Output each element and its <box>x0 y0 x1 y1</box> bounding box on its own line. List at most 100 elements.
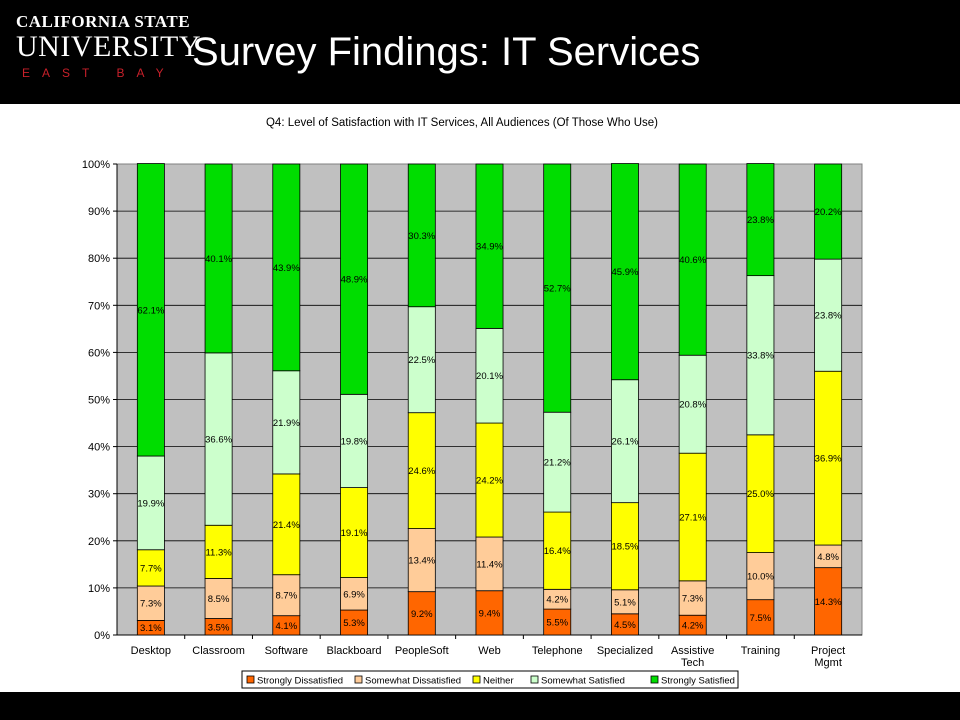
y-tick-label: 60% <box>88 347 110 359</box>
data-label: 33.8% <box>747 351 774 362</box>
legend-swatch <box>354 675 363 684</box>
y-tick-label: 20% <box>88 536 110 548</box>
data-label: 19.1% <box>341 528 368 539</box>
legend-swatch <box>246 675 255 684</box>
data-label: 45.9% <box>611 267 638 278</box>
data-label: 16.4% <box>544 546 571 557</box>
data-label: 5.1% <box>614 597 636 608</box>
y-tick-label: 90% <box>88 206 110 218</box>
legend-label: Somewhat Satisfied <box>541 676 625 687</box>
bar-segment <box>814 258 843 372</box>
bar-segment <box>678 580 707 616</box>
data-label: 19.9% <box>137 498 164 509</box>
bar-segment <box>746 434 775 553</box>
bar-segment <box>204 352 233 526</box>
logo-line-3: EAST BAY <box>22 66 176 80</box>
legend-swatch <box>650 675 659 684</box>
data-label: 4.1% <box>275 621 297 632</box>
legend-label: Strongly Dissatisfied <box>257 676 343 687</box>
data-label: 24.6% <box>408 466 435 477</box>
y-tick-label: 10% <box>88 583 110 595</box>
legend-label: Neither <box>483 676 514 687</box>
data-label: 9.4% <box>479 608 501 619</box>
x-tick-label: Tech <box>681 657 704 669</box>
data-label: 10.0% <box>747 572 774 583</box>
bar-segment <box>407 306 436 414</box>
data-label: 24.2% <box>476 476 503 487</box>
data-label: 52.7% <box>544 284 571 295</box>
bar-segment <box>678 452 707 582</box>
bar-segment <box>204 524 233 579</box>
data-label: 36.6% <box>205 435 232 446</box>
data-label: 36.9% <box>815 454 842 465</box>
data-label: 7.3% <box>682 594 704 605</box>
data-label: 3.1% <box>140 623 162 634</box>
data-label: 3.5% <box>208 622 230 633</box>
bar-segment <box>340 609 368 636</box>
chart-title: Q4: Level of Satisfaction with IT Servic… <box>266 117 658 129</box>
data-label: 40.1% <box>205 254 232 265</box>
bar-segment <box>136 163 165 457</box>
chart-panel: Q4: Level of Satisfaction with IT Servic… <box>0 104 960 692</box>
bar-segment <box>543 411 572 513</box>
data-label: 11.3% <box>205 547 232 558</box>
data-label: 43.9% <box>273 263 300 274</box>
y-tick-label: 50% <box>88 395 110 407</box>
data-label: 6.9% <box>343 589 365 600</box>
data-label: 7.7% <box>140 563 162 574</box>
legend-label: Strongly Satisfied <box>661 676 735 687</box>
data-label: 7.3% <box>140 599 162 610</box>
bar-segment <box>407 528 436 593</box>
legend-swatch <box>472 675 481 684</box>
stacked-bar-chart: Q4: Level of Satisfaction with IT Servic… <box>82 117 863 689</box>
data-label: 34.9% <box>476 242 503 253</box>
y-tick-label: 100% <box>82 159 110 171</box>
data-label: 4.2% <box>682 621 704 632</box>
x-tick-label: Training <box>741 645 780 657</box>
x-tick-label: Mgmt <box>814 657 842 669</box>
bar-segment <box>814 370 843 546</box>
bar-segment <box>340 577 368 611</box>
logo-line-1: CALIFORNIA STATE <box>16 12 191 31</box>
x-tick-label: Specialized <box>597 645 653 657</box>
bar-segment <box>475 163 504 329</box>
data-label: 13.4% <box>408 556 435 567</box>
y-tick-label: 40% <box>88 442 110 454</box>
data-label: 8.5% <box>208 594 230 605</box>
data-label: 25.0% <box>747 489 774 500</box>
x-tick-label: Desktop <box>131 645 171 657</box>
data-label: 20.8% <box>679 400 706 411</box>
data-label: 9.2% <box>411 609 433 620</box>
data-label: 27.1% <box>679 513 706 524</box>
bar-segment <box>746 599 775 636</box>
data-label: 30.3% <box>408 231 435 242</box>
data-label: 62.1% <box>137 305 164 316</box>
slide-title: Survey Findings: IT Services <box>192 30 701 74</box>
data-label: 23.8% <box>747 215 774 226</box>
x-tick-label: Classroom <box>192 645 245 657</box>
bar-segment <box>814 163 843 260</box>
y-tick-label: 30% <box>88 489 110 501</box>
x-tick-label: Assistive <box>671 645 714 657</box>
bar-segment <box>340 487 368 578</box>
data-label: 20.2% <box>815 207 842 218</box>
x-tick-label: Blackboard <box>327 645 382 657</box>
bar-segment <box>136 585 165 621</box>
x-tick-label: Software <box>265 645 308 657</box>
data-label: 11.4% <box>476 559 503 570</box>
data-label: 4.5% <box>614 620 636 631</box>
bar-segment <box>543 608 572 636</box>
data-label: 14.3% <box>815 597 842 608</box>
y-tick-label: 80% <box>88 253 110 265</box>
bar-segment <box>340 163 368 395</box>
bar-segment <box>611 163 639 381</box>
x-tick-label: Web <box>478 645 500 657</box>
data-label: 21.4% <box>273 520 300 531</box>
data-label: 40.6% <box>679 255 706 266</box>
bar-segment <box>272 574 301 617</box>
slide-footer <box>0 692 960 720</box>
bar-segment <box>678 163 707 356</box>
bar-segment <box>272 163 301 372</box>
bar-segment <box>340 393 368 488</box>
data-label: 26.1% <box>611 437 638 448</box>
